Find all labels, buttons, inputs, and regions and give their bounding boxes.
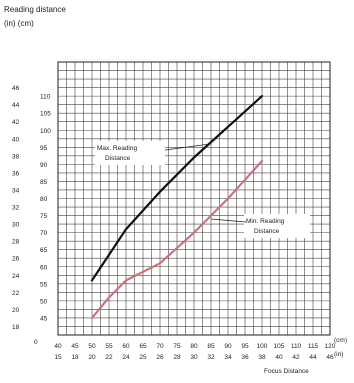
x-tick-in-label: 20 [88, 354, 96, 361]
y-tick-in-label: 28 [12, 239, 20, 246]
x-tick-cm-label: 45 [71, 343, 79, 350]
x-tick-in-label: 44 [309, 354, 317, 361]
y-tick-cm-label: 95 [40, 145, 48, 152]
annotation-min-bg [244, 214, 310, 238]
y-tick-in-label: 44 [12, 102, 20, 109]
x-tick-cm-label: 80 [190, 343, 198, 350]
y-tick-in-label: 46 [12, 85, 20, 92]
y-tick-cm-label: 60 [40, 264, 48, 271]
x-tick-in-label: 40 [275, 354, 283, 361]
x-tick-in-label: 25 [139, 354, 147, 361]
annotation-max-line1: Max. Reading [97, 145, 137, 152]
y-tick-cm-label: 90 [40, 162, 48, 169]
y-ticks-cm: 45 50 55 60 65 70 75 80 85 90 95 100 105 110 [40, 94, 51, 323]
x-tick-cm-label: 65 [139, 343, 147, 350]
y-tick-cm-label: 55 [40, 281, 48, 288]
x-unit-cm: (cm) [334, 337, 347, 344]
y-tick-cm-label: 85 [40, 179, 48, 186]
y-tick-cm-label: 65 [40, 247, 48, 254]
annotations: Max. Reading Distance Min. Reading Distance [95, 141, 310, 238]
y-tick-cm-label: 80 [40, 196, 48, 203]
y-tick-in-label: 38 [12, 153, 20, 160]
x-tick-in-label: 32 [207, 354, 215, 361]
x-tick-in-label: 18 [71, 354, 79, 361]
y-tick-cm-label: 75 [40, 213, 48, 220]
x-tick-cm-label: 120 [325, 343, 336, 350]
y-tick-in-label: 30 [12, 222, 20, 229]
x-tick-in-label: 24 [122, 354, 130, 361]
x-tick-cm-label: 90 [224, 343, 232, 350]
series-line-min [90, 159, 264, 319]
x-tick-in-label: 30 [190, 354, 198, 361]
annotation-min-leader [210, 218, 247, 223]
x-tick-in-label: 22 [105, 354, 113, 361]
annotation-min-line2: Distance [254, 228, 280, 235]
y-tick-in-label: 32 [12, 205, 20, 212]
annotation-max-bg [95, 141, 165, 165]
y-tick-in-label: 18 [12, 324, 20, 331]
x-tick-cm-label: 60 [122, 343, 130, 350]
x-tick-cm-label: 55 [105, 343, 113, 350]
x-tick-in-label: 26 [156, 354, 164, 361]
x-tick-cm-label: 50 [88, 343, 96, 350]
y-tick-in-label: 20 [12, 307, 20, 314]
x-tick-cm-label: 105 [274, 343, 285, 350]
plot-frame [57, 61, 331, 336]
annotation-max-line2: Distance [105, 155, 131, 162]
y-tick-in-label: 34 [12, 187, 20, 194]
zero-label: 0 [34, 339, 38, 346]
x-tick-cm-label: 115 [308, 343, 319, 350]
y-ticks-in: 18 20 22 24 26 28 30 32 34 36 38 40 42 44 46 [12, 85, 20, 331]
x-tick-in-label: 36 [241, 354, 249, 361]
y-tick-in-label: 22 [12, 290, 20, 297]
y-tick-cm-label: 105 [40, 111, 51, 118]
annotation-max-leader [164, 143, 212, 151]
y-tick-in-label: 24 [12, 273, 20, 280]
y-tick-in-label: 40 [12, 136, 20, 143]
x-tick-in-label: 46 [326, 354, 334, 361]
x-ticks-in: 15 18 20 22 24 25 26 28 30 32 34 36 38 40 42 44 46 [54, 354, 334, 361]
y-tick-cm-label: 110 [40, 94, 51, 101]
y-tick-in-label: 42 [12, 119, 20, 126]
x-tick-cm-label: 70 [156, 343, 164, 350]
x-tick-in-label: 34 [224, 354, 232, 361]
y-tick-cm-label: 50 [40, 298, 48, 305]
series-line-max [90, 94, 264, 282]
y-tick-cm-label: 45 [40, 315, 48, 322]
x-tick-cm-label: 40 [54, 343, 62, 350]
x-tick-in-label: 42 [292, 354, 300, 361]
x-tick-cm-label: 100 [257, 343, 268, 350]
x-ticks-cm: 40 45 50 55 60 65 70 75 80 85 90 95 100 105 110 115 120 [54, 343, 335, 350]
grid [57, 61, 331, 336]
x-tick-in-label: 28 [173, 354, 181, 361]
x-tick-cm-label: 110 [291, 343, 302, 350]
y-axis-label: (in) (cm) [4, 19, 34, 28]
chart-title: Reading distance [4, 5, 66, 14]
annotation-min-line1: Min. Reading [246, 218, 285, 225]
x-tick-in-label: 38 [258, 354, 266, 361]
y-tick-in-label: 36 [12, 170, 20, 177]
series-lines [90, 94, 264, 319]
y-tick-cm-label: 70 [40, 230, 48, 237]
y-tick-in-label: 26 [12, 256, 20, 263]
x-unit-in: (in) [334, 351, 343, 358]
y-tick-cm-label: 100 [40, 128, 51, 135]
x-tick-in-label: 15 [54, 354, 62, 361]
x-axis-label: Focus Distance [264, 368, 309, 375]
x-tick-cm-label: 85 [207, 343, 215, 350]
x-tick-cm-label: 95 [241, 343, 249, 350]
x-tick-cm-label: 75 [173, 343, 181, 350]
